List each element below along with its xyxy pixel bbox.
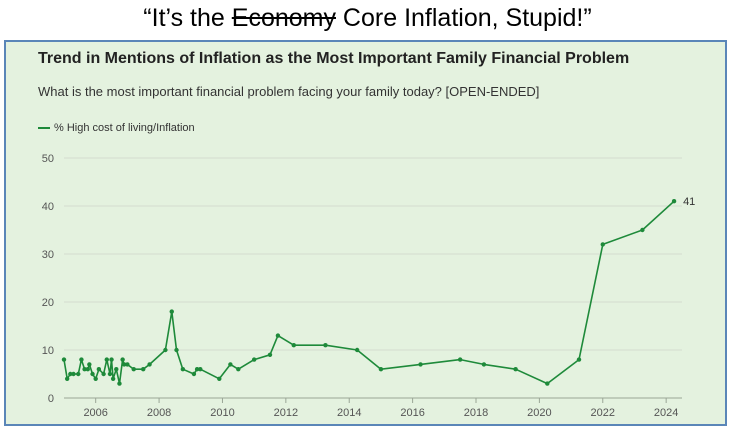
data-point bbox=[174, 347, 179, 353]
data-point bbox=[267, 352, 273, 357]
annotations: 41 bbox=[683, 196, 695, 208]
series-layer bbox=[61, 199, 677, 386]
data-point bbox=[180, 367, 186, 372]
data-point bbox=[79, 357, 84, 362]
data-point bbox=[76, 371, 81, 377]
data-point bbox=[545, 381, 550, 386]
data-point bbox=[71, 371, 76, 377]
data-point bbox=[61, 357, 67, 362]
x-tick-label: 2024 bbox=[654, 407, 678, 419]
data-point bbox=[104, 357, 109, 362]
data-point bbox=[354, 347, 360, 353]
data-point bbox=[640, 227, 645, 233]
x-tick-label: 2022 bbox=[591, 407, 615, 419]
data-point bbox=[68, 371, 73, 377]
legend-label: % High cost of living/Inflation bbox=[54, 122, 195, 134]
data-point bbox=[169, 309, 174, 314]
y-tick-label: 0 bbox=[48, 393, 54, 405]
data-point bbox=[513, 367, 518, 372]
y-tick-label: 40 bbox=[42, 201, 54, 213]
data-point bbox=[600, 242, 605, 247]
data-point bbox=[418, 362, 423, 367]
data-point bbox=[191, 371, 197, 377]
data-point bbox=[323, 343, 328, 348]
data-point bbox=[141, 367, 146, 372]
data-point bbox=[85, 367, 90, 372]
data-point bbox=[251, 357, 257, 362]
data-point bbox=[109, 357, 114, 362]
data-point bbox=[107, 371, 113, 377]
data-point bbox=[90, 371, 95, 377]
headline: “It’s the Economy Core Inflation, Stupid… bbox=[0, 4, 735, 33]
data-point bbox=[101, 371, 106, 377]
data-point bbox=[217, 376, 222, 381]
headline-prefix: “It’s the bbox=[143, 4, 232, 32]
headline-suffix: Core Inflation, Stupid!” bbox=[335, 4, 592, 32]
data-point bbox=[87, 362, 92, 367]
data-point bbox=[125, 362, 130, 367]
data-point bbox=[194, 367, 200, 372]
legend-swatch bbox=[38, 127, 50, 129]
y-tick-label: 10 bbox=[42, 345, 54, 357]
data-point bbox=[163, 347, 168, 353]
headline-struck-word: Economy bbox=[231, 4, 336, 32]
data-point bbox=[228, 362, 233, 367]
data-point bbox=[198, 367, 203, 372]
y-axis-ticks: 0 10 20 30 40 50 bbox=[42, 153, 54, 405]
data-point bbox=[576, 357, 582, 362]
x-tick-label: 2010 bbox=[210, 407, 234, 419]
data-point bbox=[114, 367, 119, 372]
chart-subtitle: What is the most important financial pro… bbox=[38, 84, 540, 99]
x-tick-label: 2006 bbox=[83, 407, 107, 419]
x-tick-label: 2012 bbox=[274, 407, 298, 419]
data-point bbox=[82, 367, 87, 372]
data-point bbox=[671, 199, 677, 204]
y-tick-label: 20 bbox=[42, 297, 54, 309]
data-point bbox=[457, 357, 463, 362]
x-tick-label: 2018 bbox=[464, 407, 488, 419]
data-point bbox=[291, 343, 296, 348]
data-point bbox=[275, 333, 281, 338]
line-chart: 0 10 20 30 40 50 2006 2008 2010 2012 2014 2016 2018… bbox=[42, 153, 696, 419]
data-point bbox=[96, 367, 102, 372]
data-point bbox=[236, 367, 241, 372]
data-point bbox=[64, 376, 70, 381]
x-tick-label: 2008 bbox=[147, 407, 171, 419]
data-point bbox=[120, 357, 125, 362]
series-line bbox=[63, 200, 675, 385]
chart-legend: % High cost of living/Inflation bbox=[38, 122, 195, 134]
end-value-label: 41 bbox=[683, 196, 695, 208]
data-point bbox=[110, 376, 116, 381]
y-tick-label: 30 bbox=[42, 249, 54, 261]
x-axis-ticks: 2006 2008 2010 2012 2014 2016 2018 2020 2022 2024 bbox=[83, 398, 678, 419]
data-point bbox=[122, 362, 127, 367]
y-tick-label: 50 bbox=[42, 153, 54, 165]
x-tick-label: 2014 bbox=[337, 407, 361, 419]
data-point bbox=[117, 381, 122, 386]
x-tick-label: 2020 bbox=[527, 407, 551, 419]
data-point bbox=[147, 362, 152, 367]
data-point bbox=[93, 376, 98, 381]
chart-title: Trend in Mentions of Inflation as the Mo… bbox=[38, 50, 630, 67]
data-point bbox=[481, 362, 487, 367]
data-point bbox=[131, 367, 136, 372]
data-point bbox=[378, 367, 384, 372]
x-tick-label: 2016 bbox=[400, 407, 424, 419]
chart-panel: Trend in Mentions of Inflation as the Mo… bbox=[4, 40, 727, 426]
